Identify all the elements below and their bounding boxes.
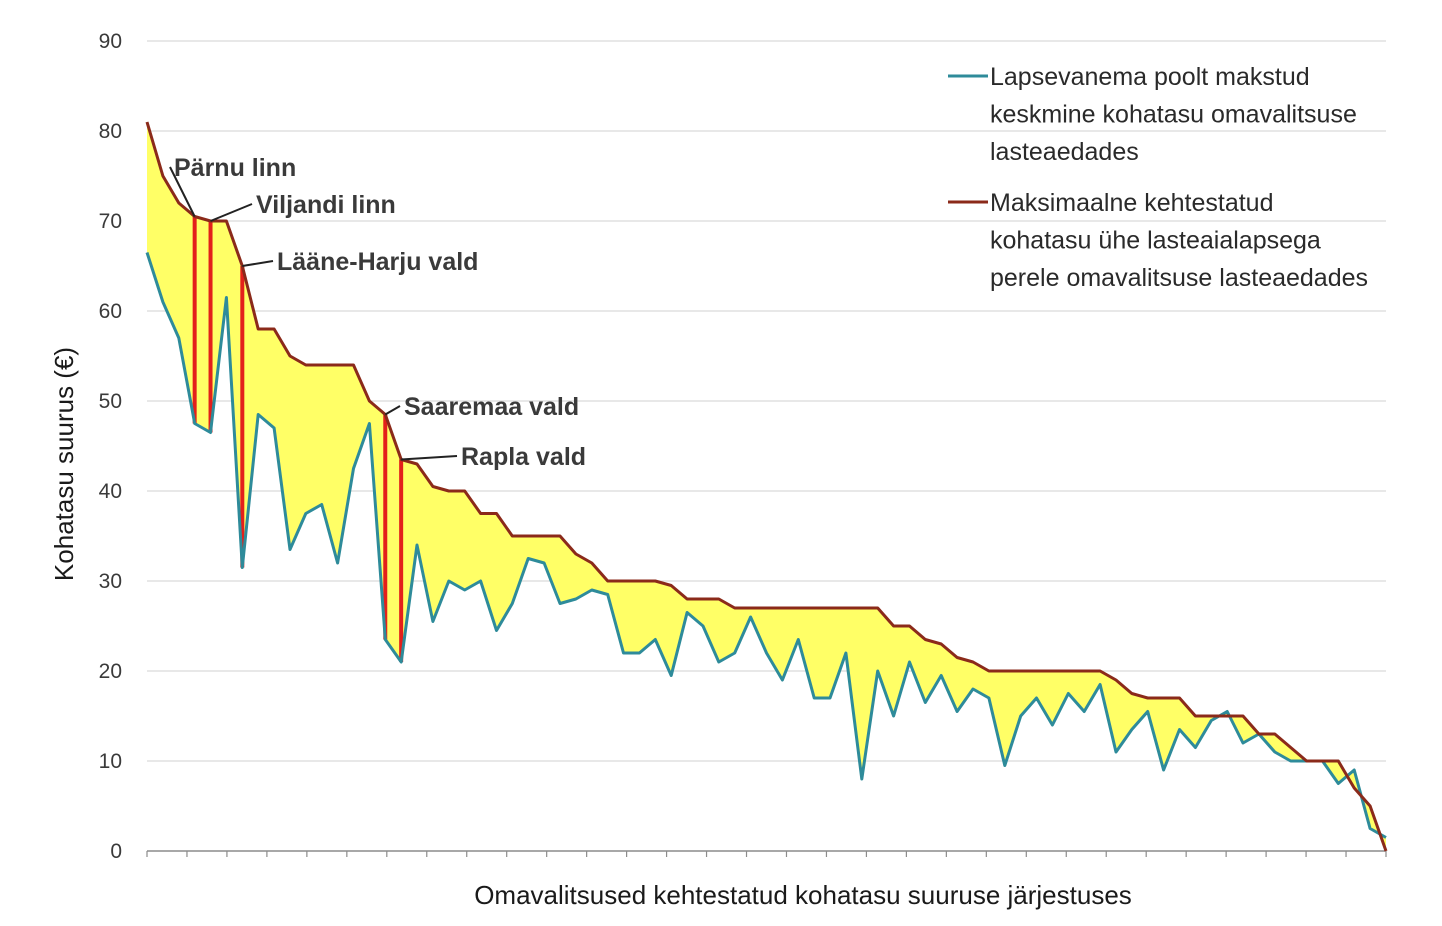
annotations: Pärnu linn Viljandi linn Lääne-Harju vald S… [169,154,586,471]
legend-label-line: keskmine kohatasu omavalitsuse [990,101,1357,129]
annotation-label: Pärnu linn [174,154,296,182]
annotation-leader [401,455,458,461]
legend-label-line: perele omavalitsuse lasteaedades [990,264,1368,292]
legend-label-average: Lapsevanema poolt makstud keskmine kohata… [990,63,1357,166]
annotation-leader [384,405,401,416]
legend-label-maximum: Maksimaalne kehtestatud kohatasu ühe last… [990,189,1368,292]
y-tick-label: 60 [99,300,122,323]
y-tick-label: 40 [99,480,122,503]
legend-label-line: kohatasu ühe lasteaialapsega [990,227,1321,255]
fill-area [147,122,1386,851]
y-axis-title: Kohatasu suurus (€) [49,347,79,581]
y-tick-label: 10 [99,750,122,773]
y-tick-label: 0 [110,840,122,863]
annotation-leader [242,260,274,267]
series-line-maximum [145,121,1388,852]
y-tick-label: 20 [99,660,122,683]
legend-label-line: Maksimaalne kehtestatud [990,189,1273,217]
annotation-leader [210,203,253,222]
annotation-label: Lääne-Harju vald [277,248,478,276]
highlight-bars [192,216,404,662]
annotation-label: Saaremaa vald [404,393,579,421]
series-line-average [145,252,1387,839]
y-tick-label: 50 [99,390,122,413]
x-axis-title: Omavalitsused kehtestatud kohatasu suuru… [474,880,1132,910]
series-lines [145,121,1388,852]
y-tick-label: 90 [99,30,122,53]
legend: Lapsevanema poolt makstud keskmine kohata… [948,63,1368,292]
y-axis-ticks: 0 10 20 30 40 50 60 70 80 90 [99,30,122,863]
legend-label-line: Lapsevanema poolt makstud [990,63,1310,91]
y-tick-label: 80 [99,120,122,143]
annotation-leader [169,166,196,217]
y-tick-label: 30 [99,570,122,593]
annotation-label: Rapla vald [461,443,586,471]
legend-label-line: lasteaedades [990,138,1139,166]
difference-fill [147,122,1386,851]
y-tick-label: 70 [99,210,122,233]
x-axis [146,850,1387,857]
annotation-label: Viljandi linn [256,191,396,219]
